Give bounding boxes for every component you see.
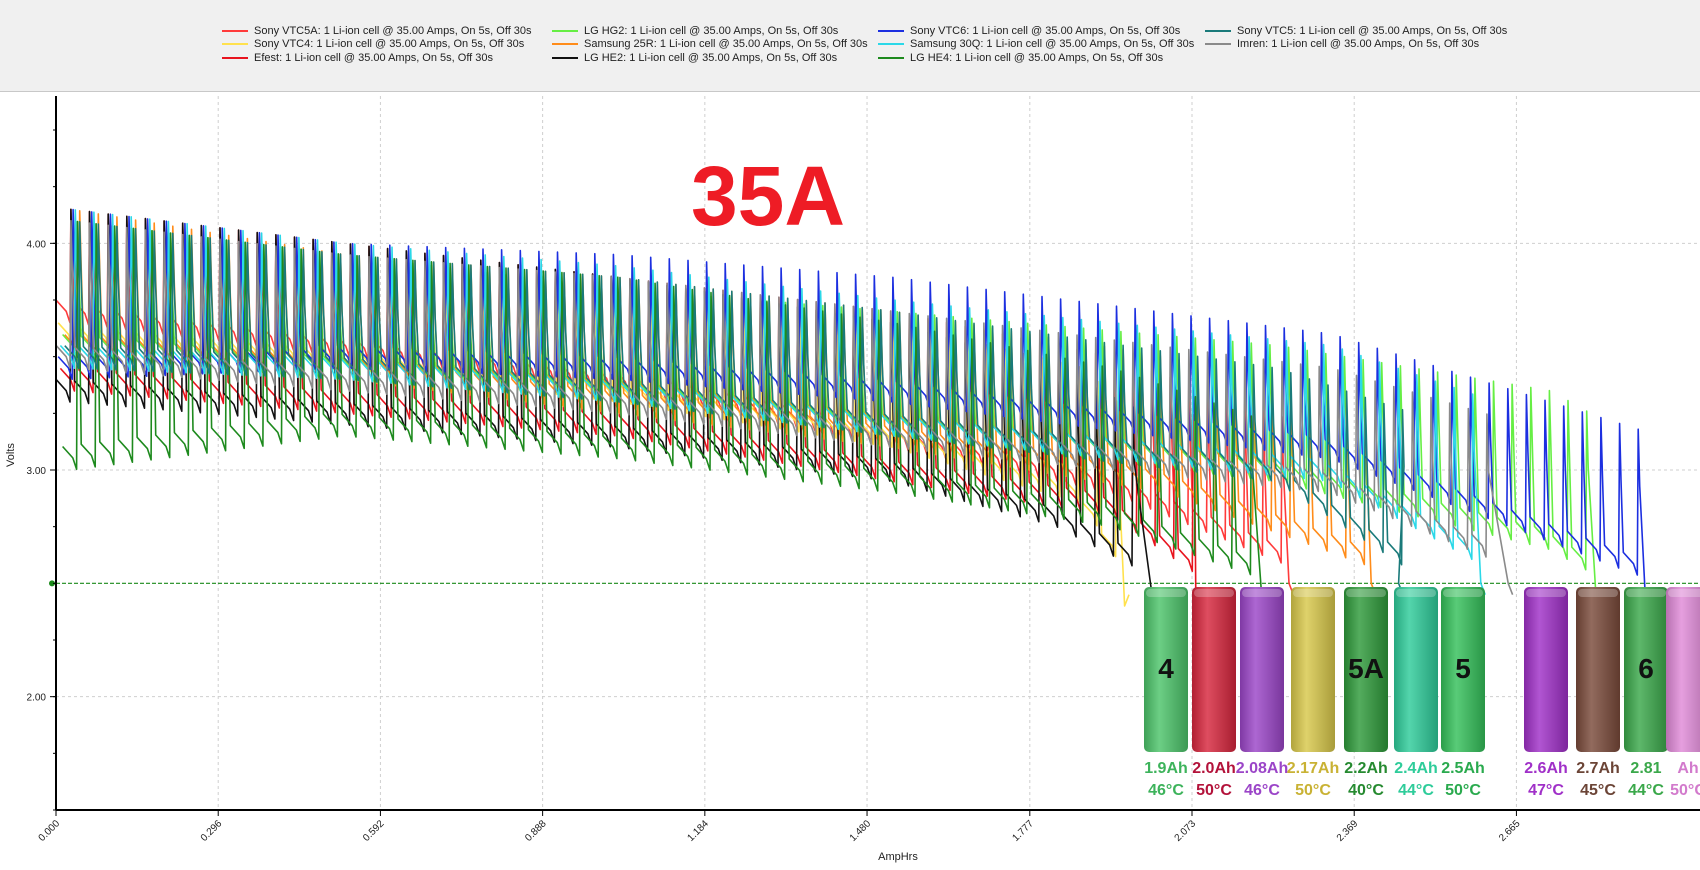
legend-label: LG HG2: 1 Li-ion cell @ 35.00 Amps, On 5… bbox=[584, 25, 839, 37]
legend-item: Samsung 30Q: 1 Li-ion cell @ 35.00 Amps,… bbox=[878, 37, 1194, 51]
legend-swatch bbox=[878, 57, 904, 59]
legend-label: Efest: 1 Li-ion cell @ 35.00 Amps, On 5s… bbox=[254, 52, 494, 64]
y-tick-label: 3.00 bbox=[27, 466, 47, 477]
legend-item: Imren: 1 Li-ion cell @ 35.00 Amps, On 5s… bbox=[1205, 37, 1479, 51]
legend-item: Sony VTC4: 1 Li-ion cell @ 35.00 Amps, O… bbox=[222, 37, 524, 51]
x-tick-label: 0.296 bbox=[199, 818, 225, 844]
series-line bbox=[57, 208, 1650, 596]
legend-swatch bbox=[552, 43, 578, 45]
legend-swatch bbox=[222, 43, 248, 45]
series-lines bbox=[55, 208, 1650, 607]
x-tick-label: 2.369 bbox=[1335, 818, 1361, 844]
legend-swatch bbox=[1205, 30, 1231, 32]
grid bbox=[49, 96, 1700, 810]
y-tick-label: 2.00 bbox=[27, 693, 47, 704]
legend-item: Samsung 25R: 1 Li-ion cell @ 35.00 Amps,… bbox=[552, 37, 868, 51]
legend-item: LG HG2: 1 Li-ion cell @ 35.00 Amps, On 5… bbox=[552, 24, 838, 38]
x-axis-label: AmpHrs bbox=[878, 851, 918, 863]
legend-item: Sony VTC5: 1 Li-ion cell @ 35.00 Amps, O… bbox=[1205, 24, 1507, 38]
legend-swatch bbox=[222, 30, 248, 32]
legend-item: Efest: 1 Li-ion cell @ 35.00 Amps, On 5s… bbox=[222, 51, 493, 65]
x-tick-label: 0.000 bbox=[37, 818, 63, 844]
legend-swatch bbox=[222, 57, 248, 59]
legend-item: Sony VTC6: 1 Li-ion cell @ 35.00 Amps, O… bbox=[878, 24, 1180, 38]
axes: 0.000 0.296 0.592 0.888 1.184 1.480 1.777 2.073… bbox=[27, 96, 1700, 844]
y-tick-label: 4.00 bbox=[27, 239, 47, 250]
legend-label: Sony VTC6: 1 Li-ion cell @ 35.00 Amps, O… bbox=[910, 25, 1181, 37]
x-tick-label: 1.777 bbox=[1010, 818, 1036, 844]
legend-label: Samsung 30Q: 1 Li-ion cell @ 35.00 Amps,… bbox=[910, 38, 1195, 50]
legend-label: Samsung 25R: 1 Li-ion cell @ 35.00 Amps,… bbox=[584, 38, 868, 50]
x-tick-label: 2.073 bbox=[1173, 818, 1199, 844]
series-line bbox=[62, 220, 1266, 596]
legend-swatch bbox=[1205, 43, 1231, 45]
legend-label: LG HE4: 1 Li-ion cell @ 35.00 Amps, On 5… bbox=[910, 52, 1164, 64]
series-line bbox=[64, 221, 1405, 595]
legend-item: LG HE4: 1 Li-ion cell @ 35.00 Amps, On 5… bbox=[878, 51, 1163, 65]
x-tick-label: 0.592 bbox=[361, 818, 387, 844]
x-tick-label: 2.665 bbox=[1497, 818, 1523, 844]
legend-label: Imren: 1 Li-ion cell @ 35.00 Amps, On 5s… bbox=[1237, 38, 1480, 50]
x-tick-label: 1.184 bbox=[685, 818, 711, 844]
series-line bbox=[55, 219, 1514, 595]
legend-swatch bbox=[552, 30, 578, 32]
legend-item: LG HE2: 1 Li-ion cell @ 35.00 Amps, On 5… bbox=[552, 51, 837, 65]
legend-label: LG HE2: 1 Li-ion cell @ 35.00 Amps, On 5… bbox=[584, 52, 838, 64]
legend: Sony VTC5A: 1 Li-ion cell @ 35.00 Amps, … bbox=[0, 0, 1700, 92]
legend-label: Sony VTC5A: 1 Li-ion cell @ 35.00 Amps, … bbox=[254, 25, 532, 37]
legend-item: Sony VTC5A: 1 Li-ion cell @ 35.00 Amps, … bbox=[222, 24, 532, 38]
legend-swatch bbox=[878, 43, 904, 45]
y-axis-label: Volts bbox=[5, 443, 17, 467]
chart-title: 35A bbox=[691, 149, 845, 243]
x-tick-label: 1.480 bbox=[848, 818, 874, 844]
legend-label: Sony VTC4: 1 Li-ion cell @ 35.00 Amps, O… bbox=[254, 38, 525, 50]
legend-swatch bbox=[878, 30, 904, 32]
cutoff-marker bbox=[49, 580, 55, 587]
series-line bbox=[59, 209, 1486, 595]
legend-label: Sony VTC5: 1 Li-ion cell @ 35.00 Amps, O… bbox=[1237, 25, 1508, 37]
x-tick-label: 0.888 bbox=[523, 818, 549, 844]
legend-swatch bbox=[552, 57, 578, 59]
